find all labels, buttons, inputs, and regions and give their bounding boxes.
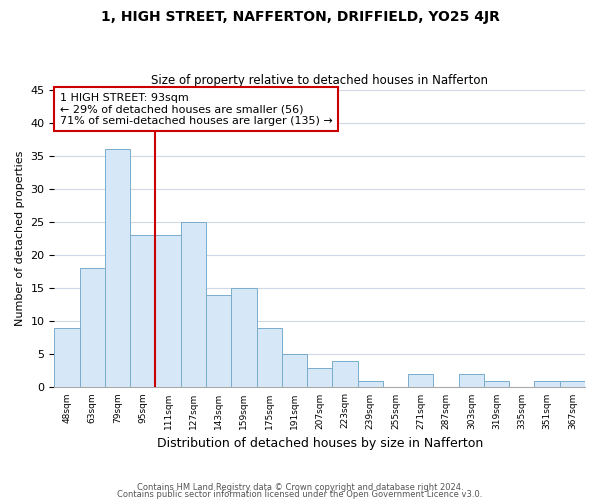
Bar: [206, 295, 231, 388]
Bar: [55, 328, 80, 388]
Bar: [408, 374, 433, 388]
Bar: [358, 381, 383, 388]
Text: 1, HIGH STREET, NAFFERTON, DRIFFIELD, YO25 4JR: 1, HIGH STREET, NAFFERTON, DRIFFIELD, YO…: [101, 10, 499, 24]
Bar: [231, 288, 257, 388]
Bar: [80, 268, 105, 388]
Bar: [130, 235, 155, 388]
Title: Size of property relative to detached houses in Nafferton: Size of property relative to detached ho…: [151, 74, 488, 87]
X-axis label: Distribution of detached houses by size in Nafferton: Distribution of detached houses by size …: [157, 437, 483, 450]
Bar: [332, 361, 358, 388]
Bar: [282, 354, 307, 388]
Y-axis label: Number of detached properties: Number of detached properties: [15, 151, 25, 326]
Bar: [307, 368, 332, 388]
Bar: [560, 381, 585, 388]
Bar: [458, 374, 484, 388]
Text: Contains HM Land Registry data © Crown copyright and database right 2024.: Contains HM Land Registry data © Crown c…: [137, 484, 463, 492]
Bar: [155, 235, 181, 388]
Text: Contains public sector information licensed under the Open Government Licence v3: Contains public sector information licen…: [118, 490, 482, 499]
Bar: [257, 328, 282, 388]
Text: 1 HIGH STREET: 93sqm
← 29% of detached houses are smaller (56)
71% of semi-detac: 1 HIGH STREET: 93sqm ← 29% of detached h…: [60, 92, 332, 126]
Bar: [181, 222, 206, 388]
Bar: [484, 381, 509, 388]
Bar: [535, 381, 560, 388]
Bar: [105, 149, 130, 388]
